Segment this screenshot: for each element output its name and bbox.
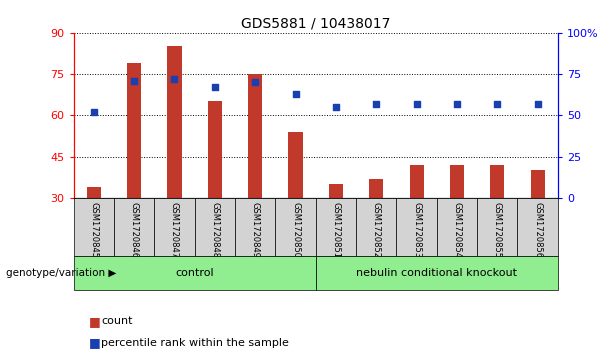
Text: genotype/variation ▶: genotype/variation ▶ <box>6 268 116 278</box>
Point <box>170 76 180 82</box>
Bar <box>316 198 356 256</box>
Text: GSM1720855: GSM1720855 <box>493 202 502 258</box>
Point <box>371 101 381 107</box>
Point <box>291 91 300 97</box>
Bar <box>275 198 316 256</box>
Point <box>129 78 139 83</box>
Bar <box>477 198 517 256</box>
Text: GSM1720853: GSM1720853 <box>412 202 421 258</box>
Bar <box>127 63 141 198</box>
Title: GDS5881 / 10438017: GDS5881 / 10438017 <box>241 16 390 30</box>
Text: percentile rank within the sample: percentile rank within the sample <box>101 338 289 348</box>
Bar <box>397 198 437 256</box>
Text: GSM1720852: GSM1720852 <box>371 202 381 258</box>
Text: count: count <box>101 316 132 326</box>
Text: GSM1720845: GSM1720845 <box>89 202 98 258</box>
Bar <box>74 256 316 290</box>
Point <box>89 109 99 115</box>
Bar <box>86 187 101 198</box>
Bar <box>316 256 558 290</box>
Point <box>533 101 543 107</box>
Text: GSM1720848: GSM1720848 <box>210 202 219 258</box>
Bar <box>356 198 397 256</box>
Bar <box>154 198 195 256</box>
Bar <box>329 184 343 198</box>
Bar <box>167 46 181 198</box>
Text: GSM1720850: GSM1720850 <box>291 202 300 258</box>
Text: ■: ■ <box>89 315 101 328</box>
Point <box>412 101 422 107</box>
Point <box>250 79 260 85</box>
Bar <box>409 165 424 198</box>
Point <box>452 101 462 107</box>
Bar <box>531 170 545 198</box>
Point <box>492 101 502 107</box>
Bar <box>195 198 235 256</box>
Text: GSM1720851: GSM1720851 <box>332 202 340 258</box>
Text: GSM1720846: GSM1720846 <box>129 202 139 258</box>
Text: nebulin conditional knockout: nebulin conditional knockout <box>356 268 517 278</box>
Text: GSM1720856: GSM1720856 <box>533 202 542 258</box>
Text: GSM1720849: GSM1720849 <box>251 202 260 258</box>
Point <box>331 104 341 110</box>
Text: GSM1720854: GSM1720854 <box>452 202 462 258</box>
Bar <box>114 198 154 256</box>
Bar <box>235 198 275 256</box>
Bar <box>289 132 303 198</box>
Text: control: control <box>175 268 214 278</box>
Bar <box>208 102 222 198</box>
Bar <box>517 198 558 256</box>
Text: ■: ■ <box>89 337 101 350</box>
Bar <box>450 165 464 198</box>
Bar <box>74 198 114 256</box>
Bar <box>248 74 262 198</box>
Bar <box>490 165 504 198</box>
Text: GSM1720847: GSM1720847 <box>170 202 179 258</box>
Bar <box>437 198 477 256</box>
Point <box>210 84 219 90</box>
Bar <box>369 179 383 198</box>
